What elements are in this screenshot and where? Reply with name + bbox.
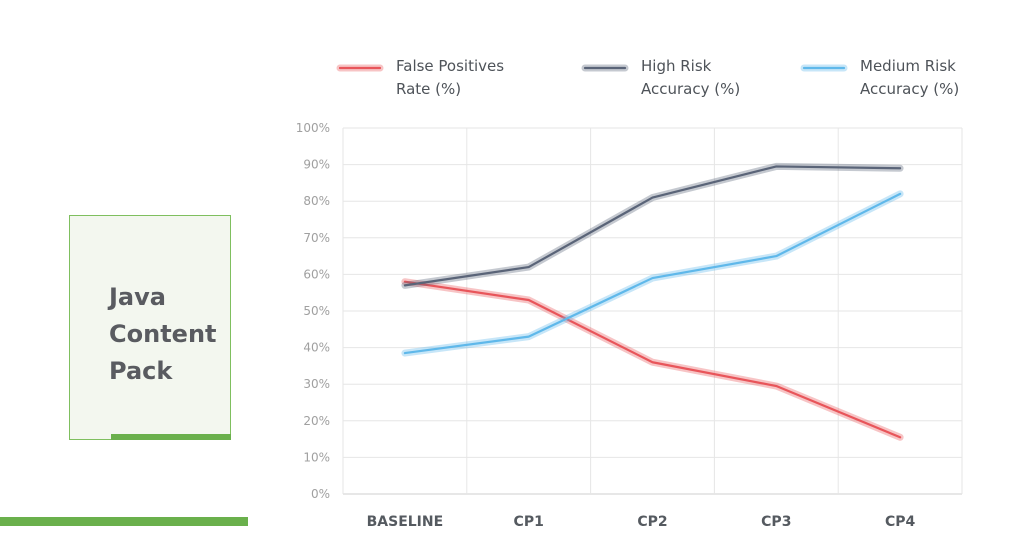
x-tick-label: CP2 — [637, 514, 667, 530]
series-line-shadow-false_positives — [401, 278, 904, 441]
x-tick-label: CP1 — [514, 514, 544, 530]
y-tick-label: 60% — [303, 267, 330, 281]
x-tick-label: BASELINE — [367, 514, 444, 530]
y-tick-label: 70% — [303, 231, 330, 245]
legend-label: Rate (%) — [396, 80, 461, 98]
card-accent-bar — [111, 434, 231, 440]
y-tick-label: 100% — [296, 121, 330, 135]
legend-label: High Risk — [641, 57, 712, 75]
y-tick-label: 0% — [311, 487, 330, 501]
section-card: Java Content Pack — [69, 215, 231, 440]
y-tick-label: 90% — [303, 158, 330, 172]
section-title: Java Content Pack — [109, 279, 229, 390]
legend-label: False Positives — [396, 57, 504, 75]
series-line-high_risk — [403, 165, 902, 287]
section-title-line: Content — [109, 320, 217, 348]
x-tick-label: CP4 — [885, 514, 916, 530]
section-title-line: Java — [109, 283, 166, 311]
section-title-line: Pack — [109, 357, 173, 385]
series-line-shadow-high_risk — [401, 162, 904, 289]
footer-accent-bar — [0, 517, 248, 526]
y-tick-label: 40% — [303, 341, 330, 355]
legend-label: Accuracy (%) — [860, 80, 959, 98]
x-tick-label: CP3 — [761, 514, 791, 530]
series-line-medium_risk — [403, 192, 902, 355]
y-tick-label: 20% — [303, 414, 330, 428]
legend-label: Accuracy (%) — [641, 80, 740, 98]
series-line-false_positives — [403, 280, 902, 439]
legend-label: Medium Risk — [860, 57, 956, 75]
y-tick-label: 30% — [303, 377, 330, 391]
y-tick-label: 80% — [303, 194, 330, 208]
y-tick-label: 50% — [303, 304, 330, 318]
y-tick-label: 10% — [303, 450, 330, 464]
